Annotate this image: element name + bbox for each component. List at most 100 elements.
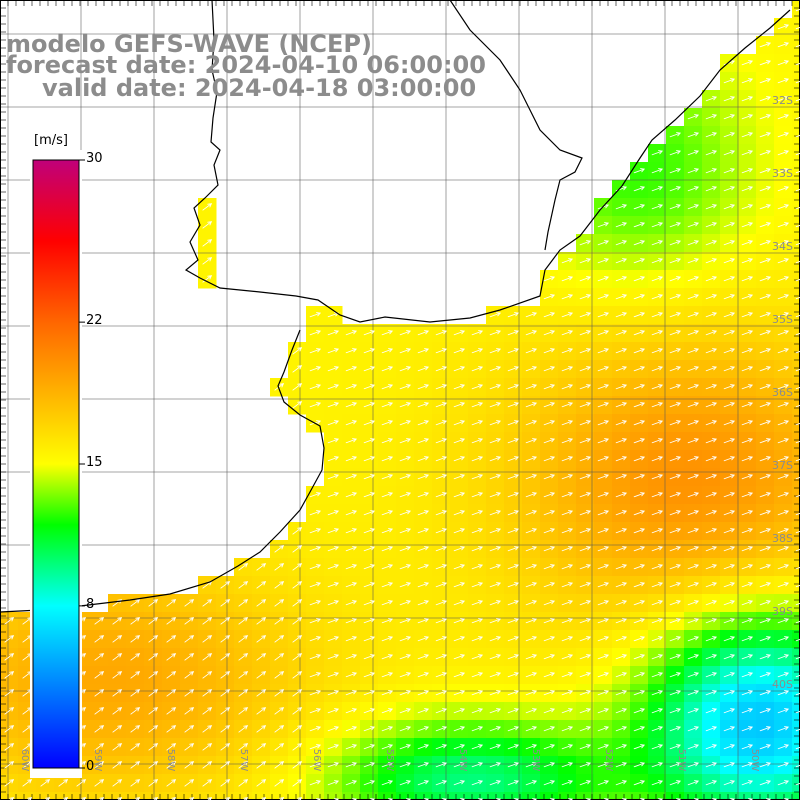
wind-arrow (615, 420, 628, 426)
wind-arrow (220, 707, 231, 715)
wind-arrow (202, 653, 213, 661)
wind-arrow (759, 42, 772, 48)
speed-cell (792, 180, 800, 199)
wind-arrow (525, 672, 538, 678)
wind-arrow (741, 582, 754, 588)
wind-arrow (399, 546, 412, 552)
wind-arrow (615, 330, 628, 336)
wind-arrow (615, 492, 628, 498)
wind-arrow (381, 438, 394, 444)
wind-arrow (687, 492, 700, 498)
wind-arrow (651, 600, 664, 606)
wind-arrow (363, 402, 376, 408)
wind-arrow (471, 492, 484, 498)
wind-arrow (579, 420, 592, 426)
wind-arrow (399, 510, 412, 516)
wind-arrow (795, 80, 800, 84)
wind-arrow (687, 654, 700, 660)
wind-arrow (471, 348, 484, 354)
wind-arrow (597, 276, 610, 282)
wind-arrow (507, 402, 520, 408)
wind-arrow (345, 654, 358, 660)
wind-arrow (94, 617, 105, 625)
wind-arrow (327, 744, 340, 750)
wind-arrow (525, 582, 538, 588)
wind-arrow (94, 671, 105, 679)
speed-cell (792, 558, 800, 577)
wind-arrow (202, 725, 213, 733)
wind-arrow (777, 78, 790, 84)
wind-arrow (795, 674, 800, 678)
wind-arrow (525, 510, 538, 516)
wind-arrow (207, 797, 213, 800)
wind-arrow (651, 528, 664, 534)
wind-arrow (327, 600, 340, 606)
wind-arrow (651, 762, 664, 768)
wind-arrow (687, 510, 700, 516)
wind-arrow (345, 348, 358, 354)
speed-cell (792, 54, 800, 73)
wind-arrow (543, 294, 556, 300)
wind-arrow (238, 581, 249, 589)
speed-cell (792, 468, 800, 487)
wind-arrow (579, 294, 592, 300)
wind-arrow (687, 420, 700, 426)
wind-arrow (417, 474, 430, 480)
wind-arrow (723, 60, 736, 66)
wind-arrow (597, 402, 610, 408)
wind-arrow (795, 404, 800, 408)
wind-arrow (561, 384, 574, 390)
wind-arrow (705, 672, 718, 678)
wind-arrow (256, 743, 267, 751)
wind-arrow (759, 456, 772, 462)
wind-arrow (705, 402, 718, 408)
wind-arrow (741, 438, 754, 444)
wind-arrow (471, 780, 484, 786)
wind-arrow (687, 546, 700, 552)
wind-arrow (651, 294, 664, 300)
wind-arrow (561, 330, 574, 336)
wind-arrow (759, 312, 772, 318)
wind-arrow (705, 258, 718, 264)
wind-arrow (238, 689, 249, 697)
wind-arrow (363, 600, 376, 606)
wind-arrow (417, 456, 430, 462)
latitude-label: 38S (772, 532, 793, 545)
wind-arrow (202, 617, 213, 625)
wind-arrow (525, 780, 538, 786)
wind-arrow (435, 690, 448, 696)
wind-arrow (669, 492, 682, 498)
wind-arrow (417, 348, 430, 354)
speed-cell (792, 0, 800, 19)
wind-arrow (633, 600, 646, 606)
wind-arrow (489, 528, 502, 534)
wind-arrow (94, 707, 105, 715)
wind-arrow (345, 618, 358, 624)
wind-arrow (381, 780, 394, 786)
wind-arrow (795, 116, 800, 120)
wind-arrow (669, 510, 682, 516)
wind-arrow (327, 762, 340, 768)
wind-arrow (381, 672, 394, 678)
wind-arrow (777, 672, 790, 678)
wind-arrow (435, 330, 448, 336)
wind-arrow (489, 690, 502, 696)
wind-arrow (561, 258, 574, 264)
wind-arrow (597, 456, 610, 462)
wind-arrow (579, 384, 592, 390)
wind-arrow (741, 546, 754, 552)
wind-arrow (723, 564, 736, 570)
wind-arrow (399, 456, 412, 462)
wind-arrow (345, 762, 358, 768)
wind-arrow (58, 779, 69, 787)
wind-arrow (597, 780, 610, 786)
wind-arrow (705, 204, 718, 210)
wind-arrow (525, 564, 538, 570)
latitude-label: 37S (772, 459, 793, 472)
speed-cell (486, 792, 505, 800)
wind-arrow (597, 384, 610, 390)
wind-arrow (741, 564, 754, 570)
wind-arrow (651, 420, 664, 426)
wind-arrow (615, 474, 628, 480)
wind-arrow (274, 581, 285, 589)
